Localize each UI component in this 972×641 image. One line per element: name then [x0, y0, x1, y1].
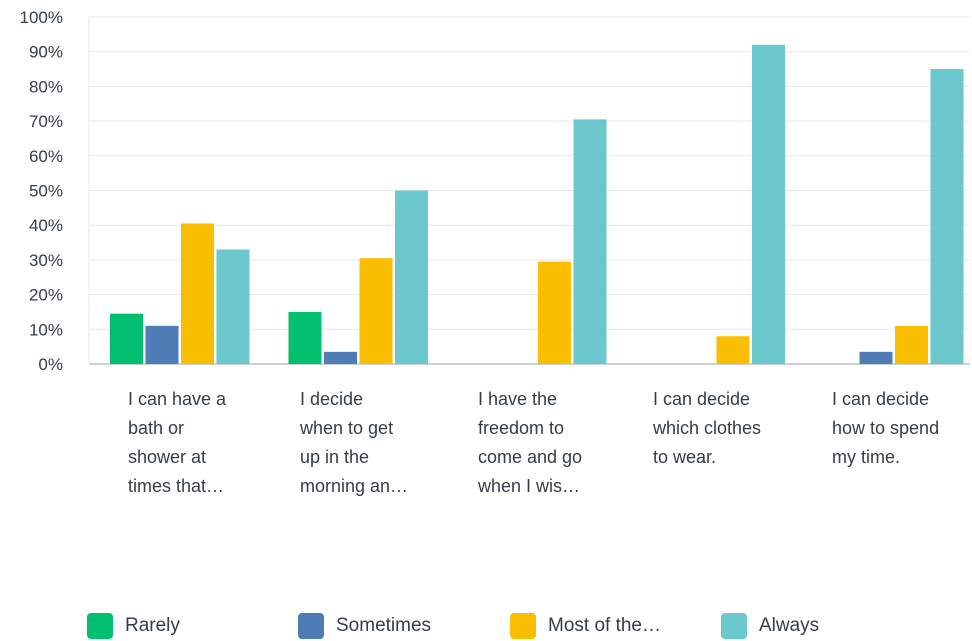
bar-always-3[interactable] — [752, 44, 785, 364]
bar-sometimes-1[interactable] — [324, 351, 357, 364]
bar-always-1[interactable] — [395, 190, 428, 365]
category-label-line: my time. — [832, 447, 901, 467]
bar-sometimes-4[interactable] — [859, 351, 893, 364]
legend-label: Most of the… — [548, 615, 661, 636]
legend-item[interactable]: Sometimes — [298, 611, 431, 641]
y-tick-label: 50% — [29, 182, 63, 201]
category-label-line: I can decide — [832, 389, 930, 409]
bar-sometimes-0[interactable] — [145, 325, 179, 364]
bar-rarely-0[interactable] — [110, 313, 143, 364]
category-label-line: when to get — [300, 418, 394, 438]
bar-most-of-the-2[interactable] — [538, 261, 571, 364]
bar-always-4[interactable] — [930, 69, 964, 365]
category-label: I have the freedom to come and go when I wi… — [478, 385, 608, 501]
y-tick-label: 90% — [29, 43, 63, 62]
y-tick-label: 60% — [29, 147, 63, 166]
y-tick-label: 30% — [29, 251, 63, 270]
category-label-line: freedom to — [478, 418, 565, 438]
category-label-line: shower at — [128, 447, 207, 467]
category-label-line: I can have a — [128, 389, 227, 409]
bar-chart: 0% 10% 20% 30% 40% 50% 60% 70% 80% 90% 100% — [20, 8, 970, 374]
legend-swatch — [298, 613, 324, 639]
legend-label: Sometimes — [336, 615, 432, 636]
legend-swatch — [87, 613, 113, 639]
bar-rarely-1[interactable] — [288, 311, 322, 364]
legend-swatch — [721, 613, 747, 639]
legend-item[interactable]: Rarely — [87, 611, 180, 641]
category-label: I can have a bath or shower at times that… — [128, 385, 258, 501]
category-label-line: I can decide — [653, 389, 751, 409]
category-label-line: up in the — [300, 447, 370, 467]
category-label: I can decide which clothes to wear. — [653, 385, 783, 472]
bar-most-of-the-1[interactable] — [359, 258, 393, 364]
bar-most-of-the-0[interactable] — [181, 223, 214, 364]
category-label-line: I have the — [478, 389, 558, 409]
category-label-line: which clothes — [653, 418, 762, 438]
category-label-line: bath or — [128, 418, 185, 438]
legend-item[interactable]: Always — [721, 611, 819, 641]
bar-always-0[interactable] — [216, 249, 250, 364]
legend-label: Rarely — [125, 615, 180, 636]
y-tick-label: 10% — [29, 320, 63, 339]
category-label-line: to wear. — [653, 447, 717, 467]
y-tick-label: 20% — [29, 286, 63, 305]
legend: Rarely Sometimes Most of the… Always — [0, 611, 972, 641]
y-tick-label: 70% — [29, 112, 63, 131]
legend-label: Always — [759, 615, 820, 636]
category-label-line: morning an… — [300, 476, 409, 496]
legend-item[interactable]: Most of the… — [510, 611, 661, 641]
category-label-line: come and go — [478, 447, 583, 467]
bar-most-of-the-4[interactable] — [895, 325, 928, 364]
category-label-line: times that… — [128, 476, 225, 496]
bar-most-of-the-3[interactable] — [716, 336, 750, 364]
legend-swatch — [510, 613, 536, 639]
category-label: I decide when to get up in the morning an… — [300, 385, 430, 501]
y-tick-label: 100% — [20, 8, 63, 27]
y-tick-label: 0% — [38, 355, 63, 374]
y-tick-label: 40% — [29, 216, 63, 235]
y-tick-label: 80% — [29, 77, 63, 96]
category-label-line: when I wis… — [478, 476, 581, 496]
category-label-line: I decide — [300, 389, 364, 409]
category-label: I can decide how to spend my time. — [832, 385, 962, 472]
bar-always-2[interactable] — [573, 119, 607, 365]
category-label-line: how to spend — [832, 418, 940, 438]
